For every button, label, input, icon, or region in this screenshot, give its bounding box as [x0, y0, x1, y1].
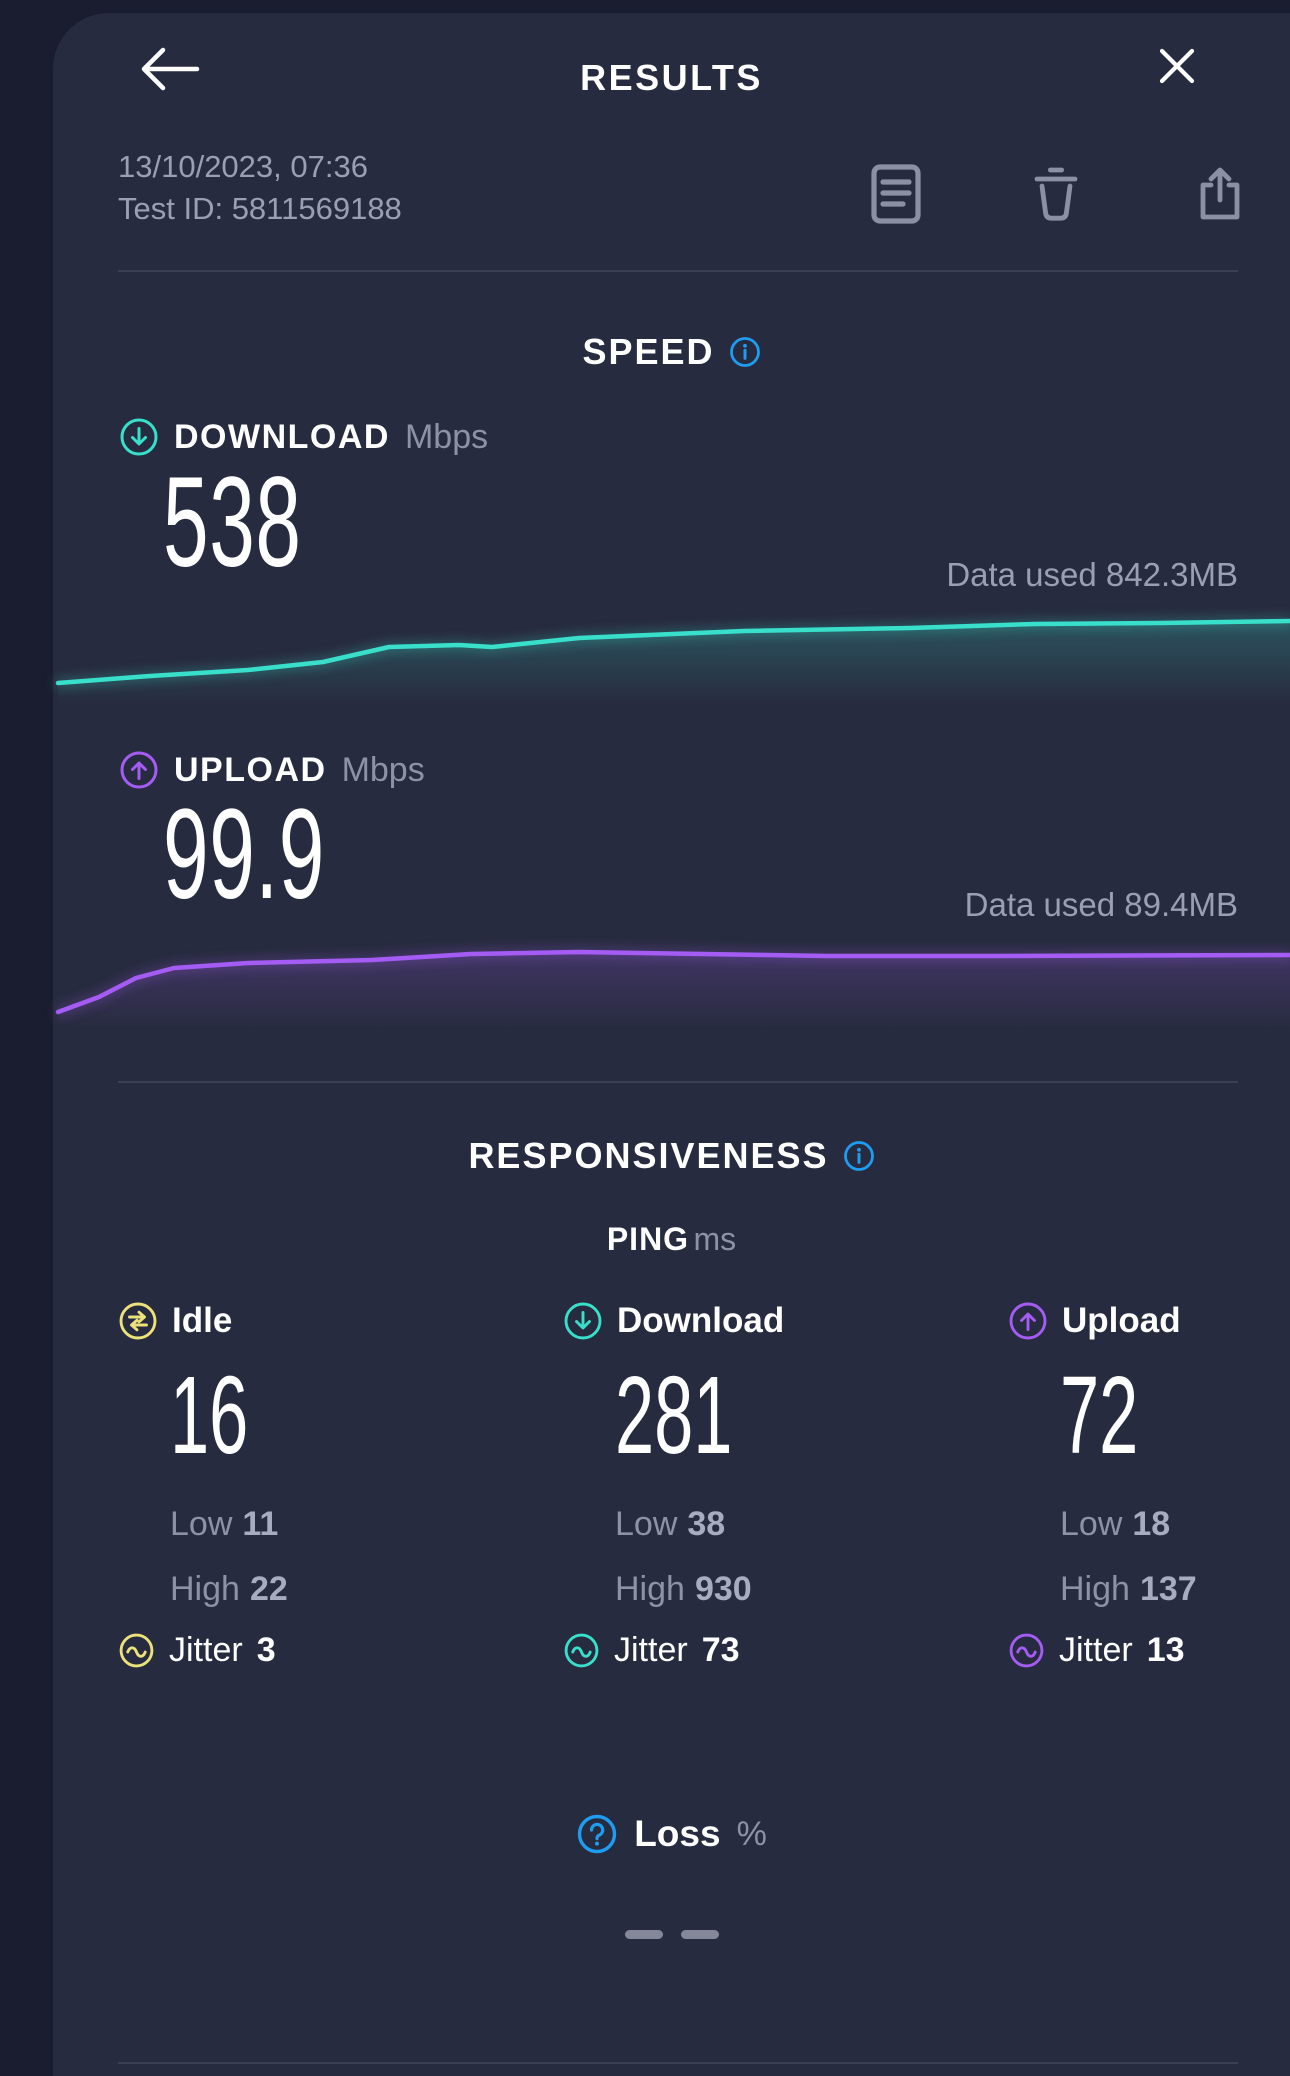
idle-jitter: Jitter 3 [118, 1631, 563, 1670]
ping-label: PING [606, 1221, 690, 1257]
results-card: RESULTS 13/10/2023, 07:36 Test ID: 58115… [53, 13, 1290, 2076]
ping-upload-header: Upload [1008, 1301, 1290, 1341]
loss-label: Loss [634, 1813, 721, 1854]
ping-download-high: High 930 [615, 1570, 752, 1608]
ping-header: PING ms [53, 1221, 1290, 1258]
loss-value-dash [624, 1930, 663, 1939]
download-speed-chart [55, 618, 1290, 705]
ping-unit: ms [693, 1221, 737, 1257]
idle-header: Idle [118, 1301, 563, 1341]
ping-column-download: Download 281 Low 38 High 930 Jitter 73 [563, 1301, 1008, 1670]
close-icon [1159, 48, 1195, 84]
idle-high: High 22 [170, 1570, 288, 1608]
jitter-wave-icon [563, 1632, 600, 1669]
responsiveness-section-header: RESPONSIVENESS [53, 1135, 1290, 1177]
download-header: DOWNLOAD Mbps [119, 417, 488, 457]
speed-info-button[interactable] [729, 336, 761, 368]
question-icon [578, 1814, 617, 1854]
info-icon [729, 337, 760, 367]
ping-download-header: Download [563, 1301, 1008, 1341]
download-unit: Mbps [404, 417, 489, 456]
ping-upload-jitter: Jitter 13 [1008, 1631, 1290, 1670]
idle-label: Idle [172, 1301, 233, 1340]
ping-upload-high: High 137 [1060, 1570, 1197, 1608]
upload-arrow-icon [119, 750, 159, 790]
ping-upload-value: 72 [1060, 1354, 1139, 1477]
close-button[interactable] [1153, 42, 1201, 90]
ping-stats-grid: Idle 16 Low 11 High 22 Jitter 3 [118, 1301, 1290, 1670]
upload-label: UPLOAD [174, 750, 327, 789]
upload-arrow-icon [1008, 1301, 1048, 1341]
speed-section-header: SPEED [53, 331, 1290, 373]
divider [118, 1081, 1238, 1083]
loss-value-dash [680, 1930, 719, 1939]
ping-upload-label: Upload [1062, 1301, 1181, 1340]
download-data-used: Data used 842.3MB [946, 556, 1238, 593]
ping-download-low: Low 38 [615, 1505, 726, 1543]
ping-column-upload: Upload 72 Low 18 High 137 Jitter 13 [1008, 1301, 1290, 1670]
test-datetime: 13/10/2023, 07:36 [118, 149, 368, 184]
upload-speed-chart [55, 949, 1290, 1030]
trash-icon [1034, 167, 1078, 221]
responsiveness-info-button[interactable] [843, 1140, 875, 1172]
upload-value: 99.9 [163, 783, 325, 926]
page-title: RESULTS [580, 57, 763, 98]
test-id: Test ID: 5811569188 [118, 191, 402, 226]
idle-low: Low 11 [170, 1505, 279, 1543]
loss-unit: % [736, 1814, 767, 1853]
jitter-wave-icon [118, 1632, 155, 1669]
arrow-left-icon [141, 47, 200, 91]
responsiveness-title: RESPONSIVENESS [468, 1135, 829, 1176]
ping-upload-low: Low 18 [1060, 1505, 1171, 1543]
share-result-button[interactable] [1192, 163, 1248, 225]
jitter-wave-icon [1008, 1632, 1045, 1669]
loss-header: Loss % [53, 1813, 1290, 1855]
upload-data-used: Data used 89.4MB [964, 886, 1238, 923]
upload-unit: Mbps [341, 750, 425, 789]
info-icon [843, 1141, 874, 1171]
share-icon [1200, 167, 1240, 220]
idle-value: 16 [170, 1354, 249, 1477]
ping-download-label: Download [617, 1301, 785, 1340]
ping-download-jitter: Jitter 73 [563, 1631, 1008, 1670]
download-label: DOWNLOAD [174, 417, 390, 456]
back-button[interactable] [137, 43, 203, 95]
idle-transfer-icon [118, 1301, 158, 1341]
delete-result-button[interactable] [1028, 163, 1084, 225]
divider [118, 270, 1238, 272]
loss-value-placeholder [53, 1930, 1290, 1939]
download-value: 538 [163, 451, 302, 594]
download-arrow-icon [119, 417, 159, 457]
upload-header: UPLOAD Mbps [119, 750, 425, 790]
speed-title: SPEED [582, 331, 715, 372]
notes-icon [871, 164, 921, 224]
ping-column-idle: Idle 16 Low 11 High 22 Jitter 3 [118, 1301, 563, 1670]
ping-download-value: 281 [615, 1354, 733, 1477]
divider [118, 2062, 1238, 2064]
test-meta: 13/10/2023, 07:36 Test ID: 5811569188 [118, 146, 402, 230]
result-details-button[interactable] [868, 163, 924, 225]
loss-question-button[interactable] [576, 1813, 618, 1855]
download-arrow-icon [563, 1301, 603, 1341]
